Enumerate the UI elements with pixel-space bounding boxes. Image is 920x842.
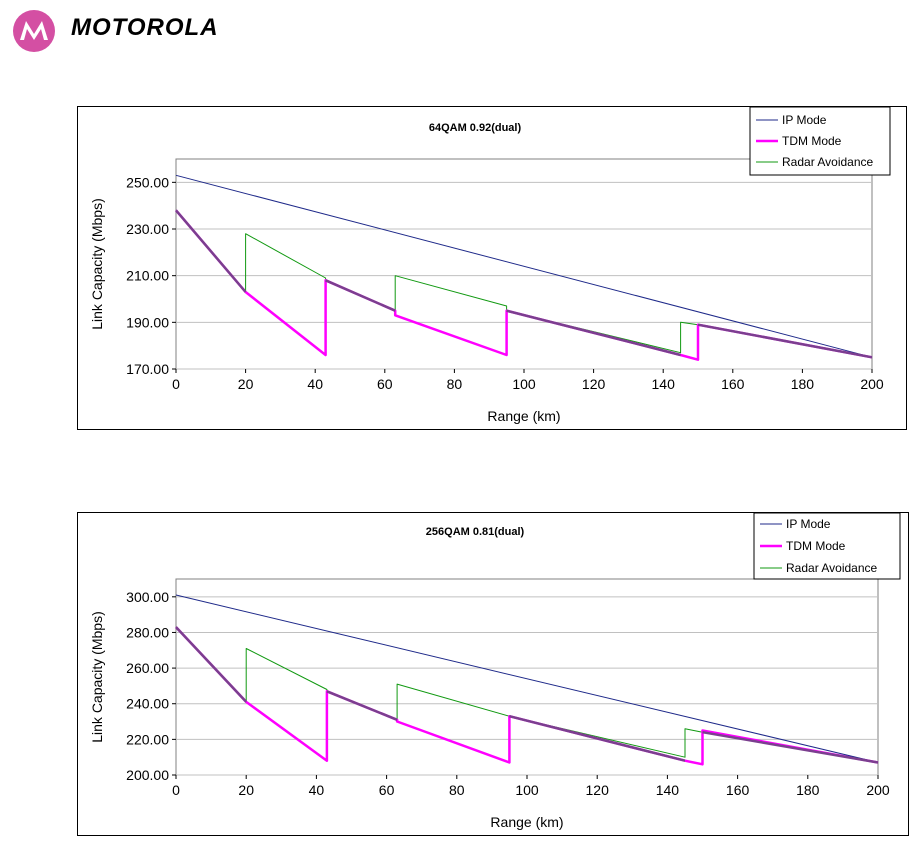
- legend-label: TDM Mode: [782, 134, 842, 148]
- series-line-ip-mode: [175, 174, 873, 358]
- motorola-logo-icon: [13, 10, 55, 52]
- y-tick-label: 190.00: [126, 314, 169, 330]
- x-tick-label: 60: [377, 376, 393, 392]
- x-axis-label: Range (km): [487, 408, 560, 424]
- chart-256qam-plot: 200.00 220.00 240.00 260.00 280.00 300.00 0 20 4…: [89, 513, 901, 830]
- x-axis-label: Range (km): [490, 814, 563, 830]
- series-overlap-segment: [326, 690, 398, 721]
- x-tick-label: 60: [379, 782, 395, 798]
- series-overlap-segment: [325, 279, 396, 312]
- x-tick-label: 120: [582, 376, 606, 392]
- y-tick-label: 200.00: [126, 767, 169, 783]
- x-tick-label: 200: [866, 782, 890, 798]
- x-tick-label: 200: [860, 376, 884, 392]
- legend-label: IP Mode: [782, 113, 827, 127]
- x-tick-label: 0: [172, 376, 180, 392]
- y-tick-label: 300.00: [126, 589, 169, 605]
- chart-256qam: 200.00 220.00 240.00 260.00 280.00 300.00 0 20 4…: [77, 512, 909, 836]
- series-overlap-segment: [175, 626, 248, 703]
- chart-title: 256QAM 0.81(dual): [426, 526, 525, 538]
- legend-label: IP Mode: [786, 517, 831, 531]
- brand-name: MOTOROLA: [71, 14, 219, 41]
- x-tick-label: 160: [721, 376, 745, 392]
- series-line-tdm-mode: [175, 209, 873, 361]
- x-tick-label: 160: [726, 782, 750, 798]
- plot-area: [175, 158, 873, 370]
- legend-label: Radar Avoidance: [782, 155, 874, 169]
- y-tick-label: 250.00: [126, 174, 169, 190]
- x-tick-label: 20: [238, 782, 254, 798]
- x-tick-label: 180: [796, 782, 820, 798]
- chart-64qam-plot: 170.00 190.00 210.00 230.00 250.00 0 20 40 60 80 1…: [89, 107, 891, 424]
- series-line-tdm-mode: [175, 626, 879, 766]
- legend-label: TDM Mode: [786, 539, 846, 553]
- x-tick-label: 100: [515, 782, 539, 798]
- x-tick-label: 120: [586, 782, 610, 798]
- x-tick-label: 0: [172, 782, 180, 798]
- y-axis-label: Link Capacity (Mbps): [89, 198, 105, 330]
- series-overlap-segment: [702, 730, 879, 764]
- series-overlap-segment: [175, 209, 247, 293]
- x-tick-label: 20: [238, 376, 254, 392]
- y-tick-label: 260.00: [126, 660, 169, 676]
- series-line-radar-avoidance: [175, 626, 879, 763]
- y-axis-label: Link Capacity (Mbps): [89, 611, 105, 743]
- x-tick-label: 180: [791, 376, 815, 392]
- y-tick-label: 210.00: [126, 268, 169, 284]
- x-tick-label: 140: [656, 782, 680, 798]
- y-tick-label: 280.00: [126, 624, 169, 640]
- x-tick-label: 100: [512, 376, 536, 392]
- plot-area: [175, 578, 879, 776]
- legend-label: Radar Avoidance: [786, 561, 878, 575]
- y-tick-label: 220.00: [126, 731, 169, 747]
- x-tick-label: 40: [307, 376, 323, 392]
- x-tick-label: 80: [447, 376, 463, 392]
- y-tick-label: 240.00: [126, 696, 169, 712]
- y-tick-label: 230.00: [126, 221, 169, 237]
- series-line-radar-avoidance: [175, 209, 873, 358]
- chart-title: 64QAM 0.92(dual): [429, 122, 522, 134]
- x-tick-label: 40: [309, 782, 325, 798]
- series-line-ip-mode: [175, 594, 879, 763]
- x-tick-label: 80: [449, 782, 465, 798]
- series-overlap-segment: [697, 323, 873, 359]
- y-tick-label: 170.00: [126, 361, 169, 377]
- chart-64qam: 170.00 190.00 210.00 230.00 250.00 0 20 40 60 80 1…: [77, 106, 907, 430]
- series-overlap-segment: [506, 309, 681, 357]
- x-tick-label: 140: [652, 376, 676, 392]
- series-overlap-segment: [509, 714, 686, 762]
